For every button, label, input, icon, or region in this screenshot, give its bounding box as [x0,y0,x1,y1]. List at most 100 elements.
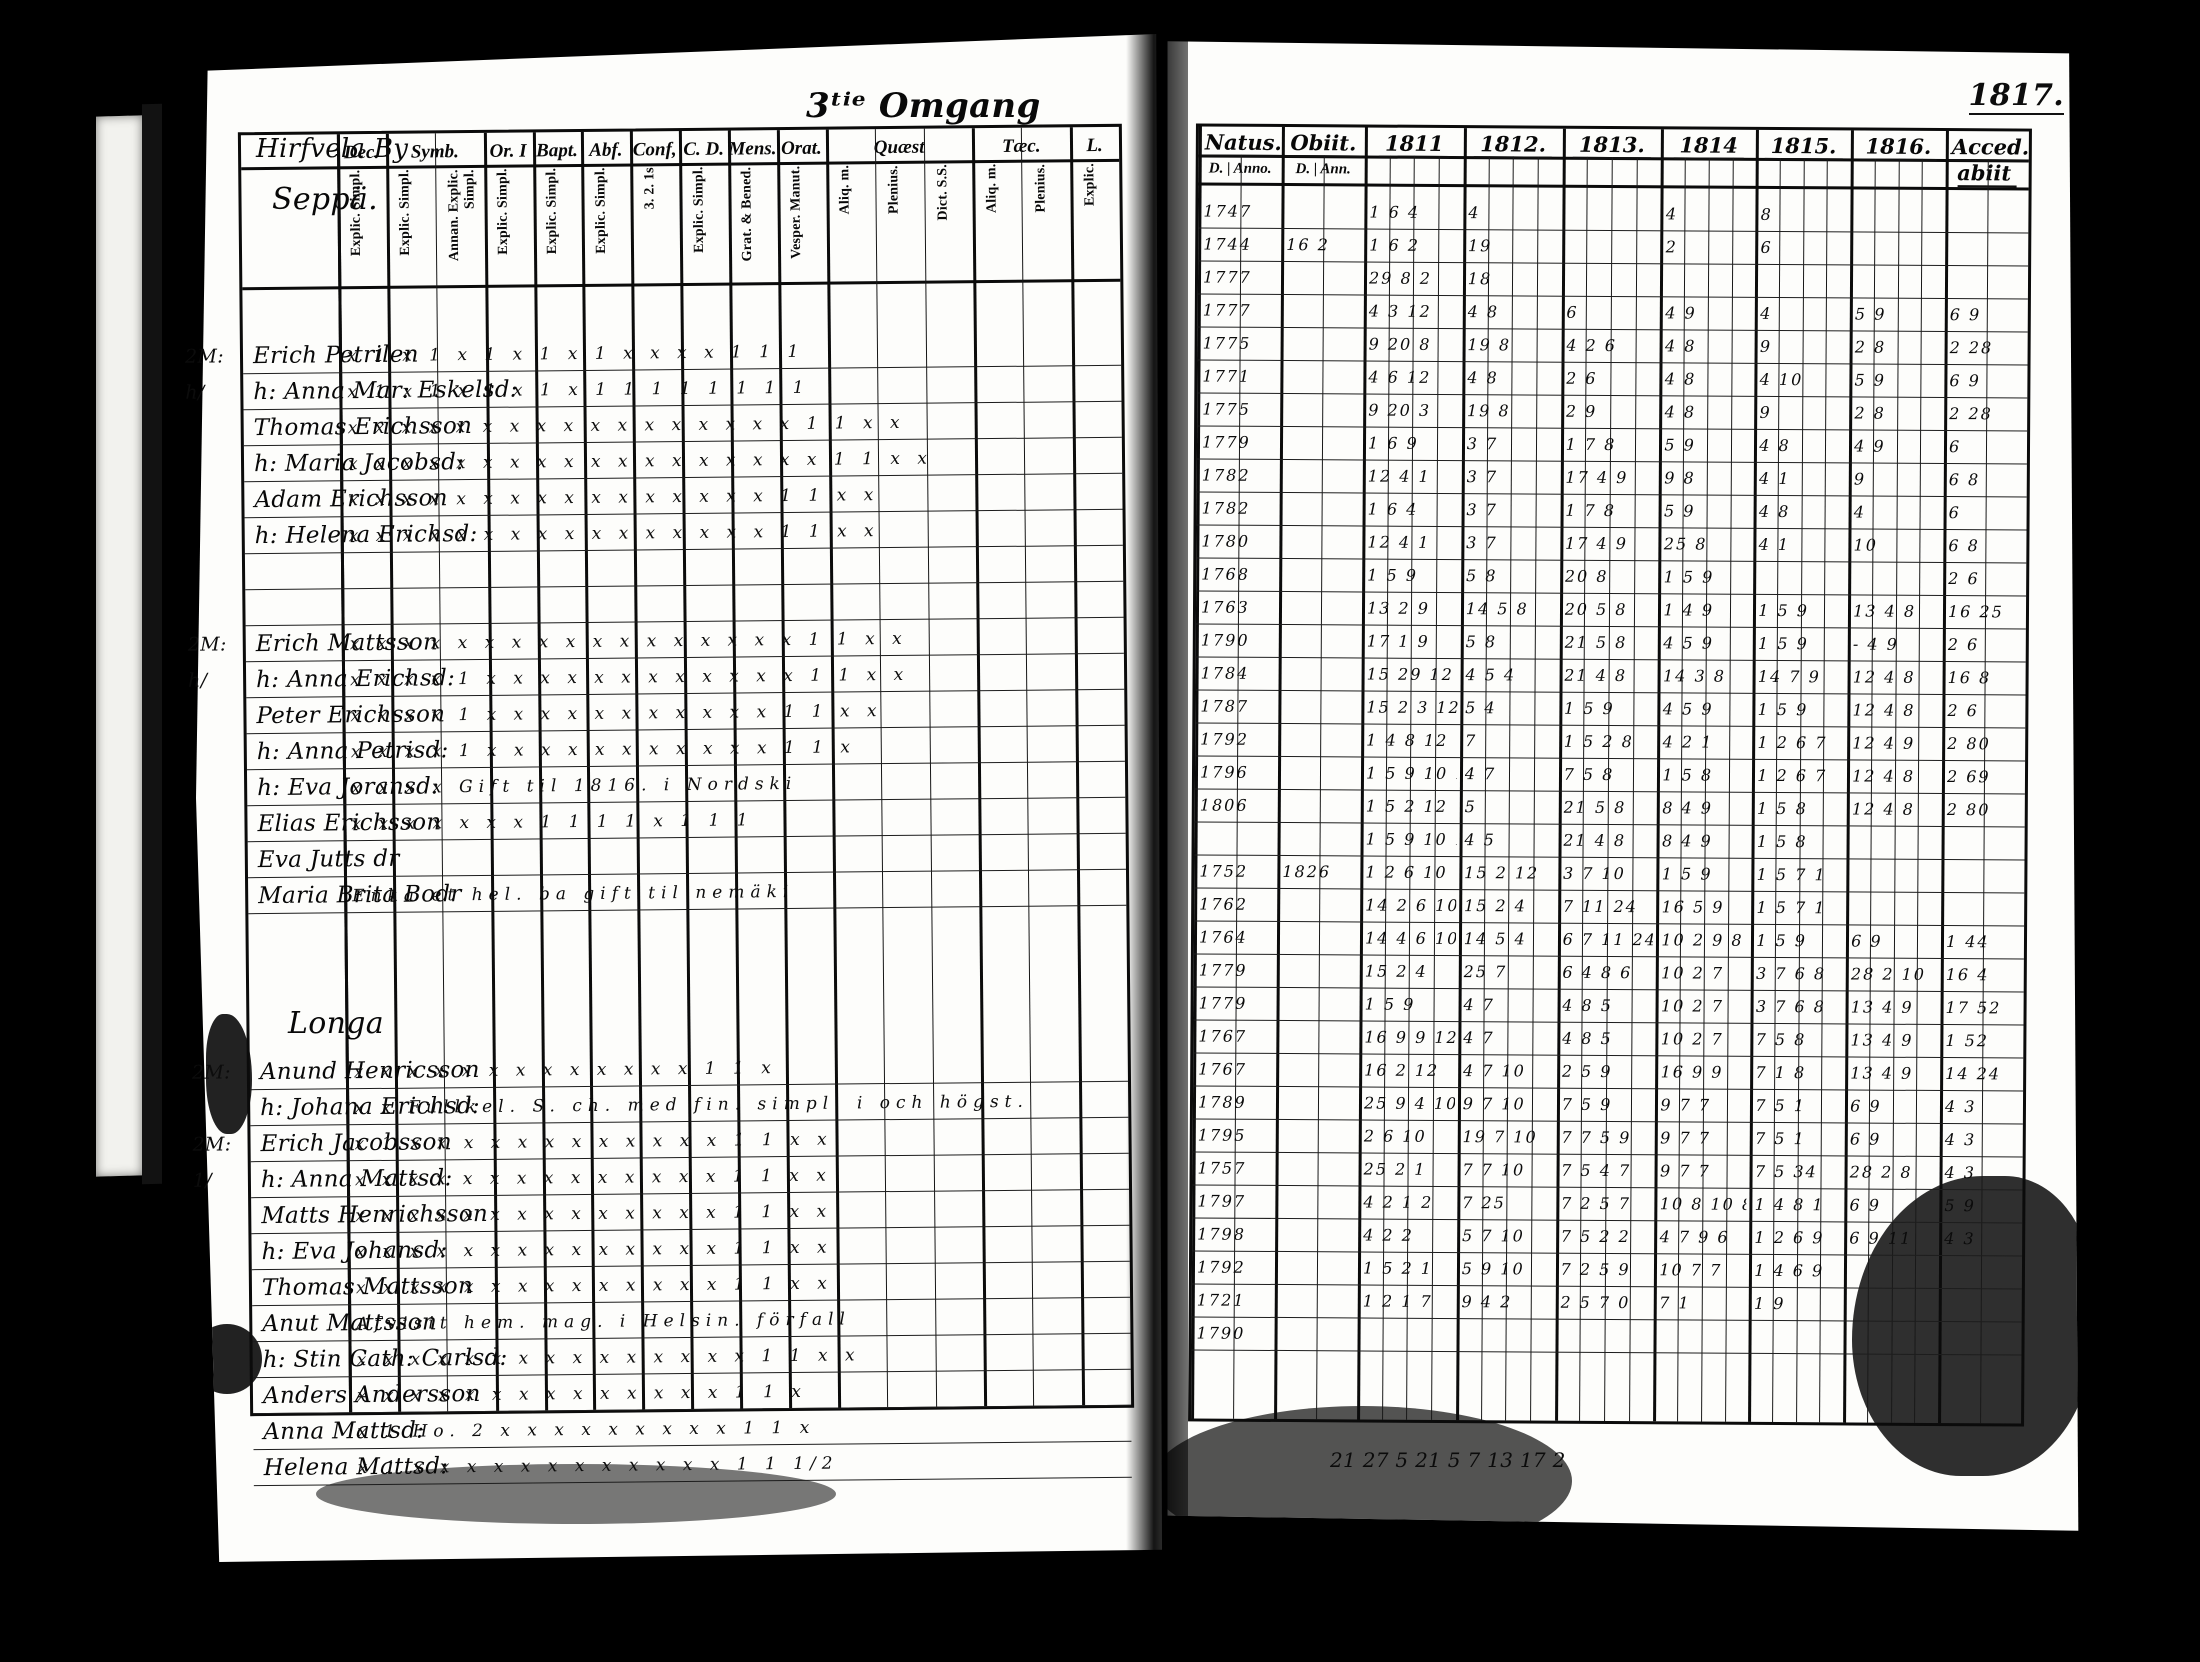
register-value-y1811: 1 5 9 10 1 [1365,829,1457,850]
register-value-acced: 14 24 [1945,1064,2002,1084]
attendance-marks: x x x x x x x x x x x x x x x x x x 1 1 … [347,448,933,475]
register-value-y1813: 2 5 7 0 [1560,1292,1631,1313]
register-value-y1815: 7 5 34 [1754,1161,1818,1182]
register-value-y1812: 5 4 [1465,698,1497,718]
register-value-natus: 1767 [1198,1026,1248,1046]
register-value-y1811: 1 2 1 7 [1362,1291,1433,1311]
register-value-y1813: 7 5 8 [1563,764,1615,785]
register-value-y1814: 4 5 9 [1663,633,1715,653]
column-header-abf: Abf. [589,139,623,161]
register-value-y1815: 1 5 9 [1758,600,1810,621]
register-value-y1813: 17 4 9 [1565,467,1629,488]
farm-header-seppa: Seppä. [272,182,378,217]
register-value-y1815: 4 8 [1759,435,1791,456]
register-value-acced: 6 [1948,503,1961,523]
register-value-y1811: 13 2 9 [1366,598,1430,618]
attendance-marks: x 1 x x x x x x x x x x x x 1 1 x x [354,1129,833,1155]
register-value-acced: 6 8 [1948,536,1980,556]
register-value-natus: 1744 [1203,234,1253,254]
register-value-acced: 17 52 [1945,998,2002,1018]
register-value-natus: 1790 [1200,630,1250,650]
register-value-acced: 6 9 [1949,371,1981,391]
register-value-y1812: 3 7 [1466,434,1499,454]
register-value-y1815: 4 [1760,303,1773,323]
register-value-y1815: 7 5 8 [1755,1029,1807,1050]
register-value-y1811: 1 6 4 [1369,202,1421,222]
register-value-y1815: 4 1 [1758,534,1791,555]
register-value-natus: 1762 [1199,894,1248,914]
column-subheader: Aliq. m. [984,163,1000,214]
register-value-y1813: 2 9 [1565,401,1598,421]
register-value-y1816: 12 4 8 [1852,766,1916,786]
register-value-y1816: 2 8 [1854,337,1887,357]
register-value-y1811: 12 4 1 [1367,466,1431,486]
register-value-y1816: 12 4 9 [1852,733,1916,753]
attendance-marks: x x x x x x x x x x x x x x 1 1 x x [355,1273,833,1299]
column-header-conf: Conf, [632,139,677,161]
grid-line [1069,127,1086,1406]
register-value-y1816: 12 4 8 [1852,700,1916,720]
register-value-y1815: 4 8 [1758,501,1791,522]
register-value-y1815: 3 7 6 8 [1756,963,1827,984]
register-value-y1813: 2 5 9 [1561,1061,1613,1082]
register-value-y1813: 6 7 11 24 [1562,929,1654,950]
right-table-columns: Natus. D. | Anno. Obiit. D. | Ann. 1811 1812.… [1191,126,2030,1424]
column-header-dec: Dec. [343,141,380,164]
register-value-acced: 6 8 [1948,470,1981,490]
register-value-y1816: 28 2 8 [1849,1162,1913,1182]
register-value-acced: 2 28 [1949,338,1994,358]
register-value-natus: 1792 [1196,1257,1246,1277]
column-header-qust: Quæst [873,136,925,159]
register-value-y1814: 4 8 [1664,402,1697,422]
column-subheader: Dict. S.S. [935,164,951,222]
register-value-y1814: 8 4 9 [1662,798,1713,818]
register-value-y1811: 9 20 8 [1368,334,1432,354]
column-subheader: Explic. Simpl. [348,170,365,257]
attendance-marks: x x x x x x x x x x x x x x x x 1 1 x x [348,521,880,547]
column-header-mens: Mens. [728,138,777,160]
register-value-y1813: 20 5 8 [1564,599,1628,620]
register-value-natus: 1777 [1202,267,1252,287]
register-value-y1812: 9 4 2 [1461,1292,1513,1312]
grid-line [972,128,988,1407]
register-value-natus: 1779 [1198,960,1248,980]
register-value-y1815: 1 2 6 7 [1757,765,1828,786]
register-value-y1815: 3 7 6 8 [1755,996,1826,1017]
register-value-natus: 1747 [1203,201,1253,221]
register-value-y1811: 1 5 9 [1364,994,1416,1014]
register-value-y1813: 1 5 9 [1563,698,1615,719]
register-value-y1812: 4 5 4 [1465,665,1517,685]
register-value-y1813: 21 5 8 [1563,797,1627,818]
register-value-natus: 1752 [1199,861,1249,881]
register-value-acced: 2 69 [1946,767,1991,787]
register-value-y1816: 6 9 [1849,1129,1882,1149]
page-number: 1817. [1968,78,2064,115]
attendance-marks: x 1 x 1 x 1 x 1 x 1 1 1 1 1 1 1 1 [347,377,810,403]
register-value-y1812: 4 [1468,203,1481,223]
register-value-y1814: 10 2 9 8 [1661,930,1744,950]
column-subheader: Explic. Simpl. [495,168,512,256]
register-value-y1811: 4 6 12 [1368,367,1432,387]
register-value-y1812: 15 2 4 [1463,896,1527,916]
register-value-y1813: 1 5 2 8 [1563,731,1634,752]
register-value-y1814: 1 4 9 [1663,600,1715,620]
column-header-ori: Or. I [489,140,527,162]
register-value-natus: 1796 [1199,762,1249,782]
register-value-y1813: 7 5 2 2 [1560,1226,1631,1247]
register-value-natus: 1787 [1200,696,1250,716]
register-value-acced: 6 [1948,437,1962,457]
register-value-acced: 2 6 [1947,701,1979,721]
register-value-acced: 2 6 [1948,569,1980,589]
register-value-natus: 1721 [1196,1290,1246,1310]
margin-mark: 2M: [191,1061,231,1084]
year-column-header-1813: 1813. [1562,131,1661,160]
register-value-natus: 1764 [1198,927,1248,947]
register-value-y1815: 1 2 6 9 [1754,1227,1825,1248]
register-value-y1811: 16 2 12 [1364,1060,1440,1080]
register-value-y1813: 7 11 24 [1562,896,1638,917]
register-value-y1814: 1 5 9 [1663,567,1715,587]
register-value-y1814: 1 5 8 [1662,765,1714,785]
register-value-y1811: 1 5 9 10 1 [1365,763,1457,784]
register-value-y1814: 9 7 7 [1659,1161,1711,1181]
register-value-y1813: 4 8 5 [1561,1028,1613,1049]
